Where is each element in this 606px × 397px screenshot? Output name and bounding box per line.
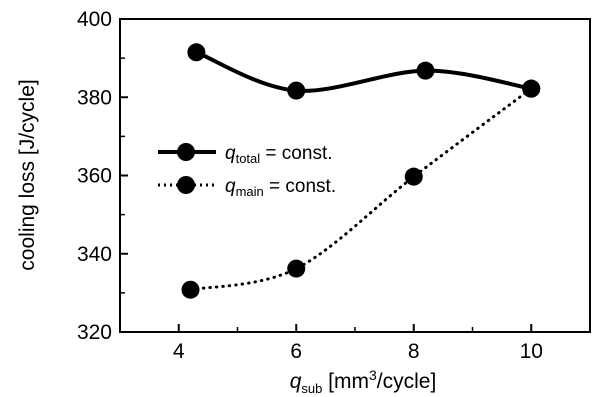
x-axis-title: qsub [mm3/cycle] (290, 367, 437, 396)
y-tick-label: 320 (77, 321, 112, 344)
y-tick-label: 400 (77, 8, 112, 31)
legend-label-q-total: qtotal = const. (225, 143, 333, 166)
data-point-total (287, 81, 306, 100)
series-line-main (189, 87, 533, 292)
legend-item-q-total: qtotal = const. (158, 143, 333, 166)
data-point-main (404, 167, 423, 186)
legend-marker-q-total (177, 143, 195, 161)
y-tick-label: 380 (77, 86, 112, 109)
data-point-main (287, 259, 306, 278)
series-line-total (195, 50, 532, 93)
y-tick-label: 360 (77, 165, 112, 188)
legend-item-q-main: qmain = const. (158, 176, 336, 199)
axis-layer: 320 340 360 380 400 4 6 8 10 (77, 8, 591, 363)
data-point-total (416, 61, 435, 80)
legend: qtotal = const. qmain = const. (158, 143, 336, 199)
plot-layer (181, 43, 541, 299)
data-point-main (522, 79, 541, 98)
legend-marker-q-main (177, 176, 195, 194)
data-point-total (187, 43, 206, 62)
data-point-main (181, 280, 200, 299)
y-axis-title: cooling loss [J/cycle] (16, 79, 39, 270)
x-tick-label: 6 (290, 340, 302, 363)
x-tick-label: 8 (408, 340, 420, 363)
x-tick-label: 10 (520, 340, 543, 363)
x-tick-label: 4 (173, 340, 185, 363)
y-tick-label: 340 (77, 243, 112, 266)
legend-label-q-main: qmain = const. (225, 176, 336, 199)
